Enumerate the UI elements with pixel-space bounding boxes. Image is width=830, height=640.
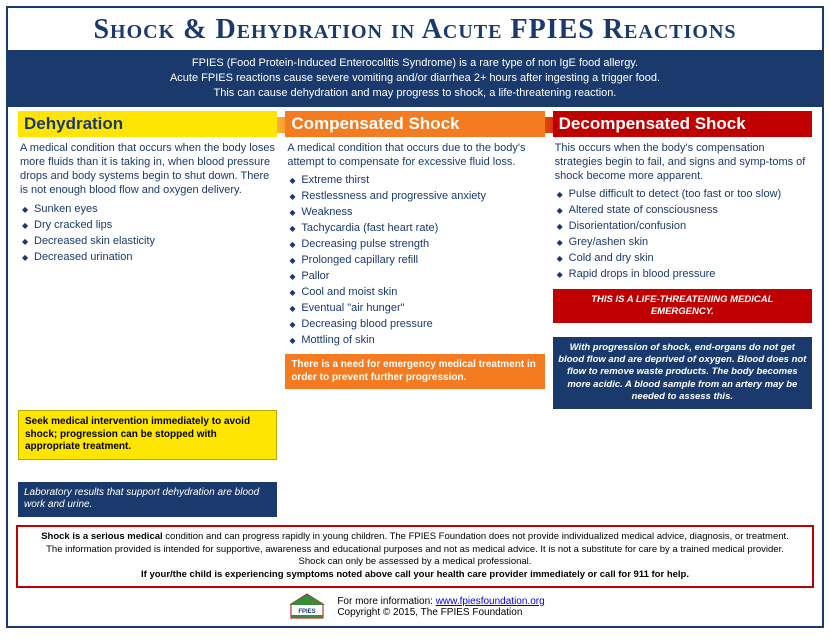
- disclaimer-box: Shock is a serious medical condition and…: [16, 525, 814, 588]
- symptoms-dehydration: Sunken eyes Dry cracked lips Decreased s…: [18, 200, 277, 266]
- callout-emergency-treatment: There is a need for emergency medical tr…: [285, 354, 544, 389]
- list-item: Pallor: [289, 269, 544, 285]
- callout-seek-help: Seek medical intervention immediately to…: [18, 410, 277, 460]
- disclaimer-line: If your/the child is experiencing sympto…: [28, 569, 802, 582]
- col-decompensated: Decompensated Shock This occurs when the…: [549, 111, 816, 521]
- intro-line-2: Acute FPIES reactions cause severe vomit…: [28, 71, 802, 86]
- intro-line-3: This can cause dehydration and may progr…: [28, 86, 802, 101]
- footer-text: For more information: www.fpiesfoundatio…: [337, 596, 544, 618]
- list-item: Dry cracked lips: [22, 218, 277, 234]
- disclaimer-line: The information provided is intended for…: [28, 544, 802, 557]
- list-item: Pulse difficult to detect (too fast or t…: [557, 187, 812, 203]
- page-container: Shock & Dehydration in Acute FPIES React…: [6, 6, 824, 628]
- disclaimer-line: Shock can only be assessed by a medical …: [28, 556, 802, 569]
- disclaimer-line: Shock is a serious medical condition and…: [28, 531, 802, 544]
- list-item: Decreasing blood pressure: [289, 317, 544, 333]
- fpies-logo-icon: FPIES: [285, 592, 329, 622]
- list-item: Mottling of skin: [289, 333, 544, 349]
- header-dehydration: Dehydration: [18, 111, 277, 137]
- list-item: Tachycardia (fast heart rate): [289, 221, 544, 237]
- header-compensated: Compensated Shock: [285, 111, 544, 137]
- intro-line-1: FPIES (Food Protein-Induced Enterocoliti…: [28, 56, 802, 71]
- list-item: Extreme thirst: [289, 173, 544, 189]
- symptoms-compensated: Extreme thirst Restlessness and progress…: [285, 171, 544, 348]
- col-dehydration: Dehydration A medical condition that occ…: [14, 111, 281, 521]
- columns-row: Dehydration A medical condition that occ…: [8, 107, 822, 521]
- list-item: Weakness: [289, 205, 544, 221]
- desc-dehydration: A medical condition that occurs when the…: [18, 137, 277, 200]
- desc-compensated: A medical condition that occurs due to t…: [285, 137, 544, 172]
- callout-lab-results: Laboratory results that support dehydrat…: [18, 482, 277, 517]
- col-compensated: Compensated Shock A medical condition th…: [281, 111, 548, 521]
- list-item: Disorientation/confusion: [557, 219, 812, 235]
- list-item: Altered state of consciousness: [557, 203, 812, 219]
- page-title: Shock & Dehydration in Acute FPIES React…: [8, 8, 822, 50]
- list-item: Decreasing pulse strength: [289, 237, 544, 253]
- list-item: Eventual "air hunger": [289, 301, 544, 317]
- list-item: Grey/ashen skin: [557, 235, 812, 251]
- info-label: For more information:: [337, 596, 435, 607]
- list-item: Restlessness and progressive anxiety: [289, 189, 544, 205]
- list-item: Cool and moist skin: [289, 285, 544, 301]
- list-item: Sunken eyes: [22, 202, 277, 218]
- list-item: Cold and dry skin: [557, 251, 812, 267]
- list-item: Prolonged capillary refill: [289, 253, 544, 269]
- header-decompensated: Decompensated Shock: [553, 111, 812, 137]
- callout-life-threatening: THIS IS A LIFE-THREATENING MEDICAL EMERG…: [553, 289, 812, 323]
- list-item: Rapid drops in blood pressure: [557, 267, 812, 283]
- intro-banner: FPIES (Food Protein-Induced Enterocoliti…: [8, 50, 822, 107]
- symptoms-decompensated: Pulse difficult to detect (too fast or t…: [553, 185, 812, 283]
- footer: FPIES For more information: www.fpiesfou…: [8, 590, 822, 626]
- list-item: Decreased urination: [22, 250, 277, 266]
- desc-decompensated: This occurs when the body's compensation…: [553, 137, 812, 186]
- list-item: Decreased skin elasticity: [22, 234, 277, 250]
- foundation-link[interactable]: www.fpiesfoundation.org: [436, 596, 545, 607]
- svg-text:FPIES: FPIES: [299, 609, 316, 615]
- callout-progression: With progression of shock, end-organs do…: [553, 337, 812, 409]
- copyright: Copyright © 2015, The FPIES Foundation: [337, 607, 544, 618]
